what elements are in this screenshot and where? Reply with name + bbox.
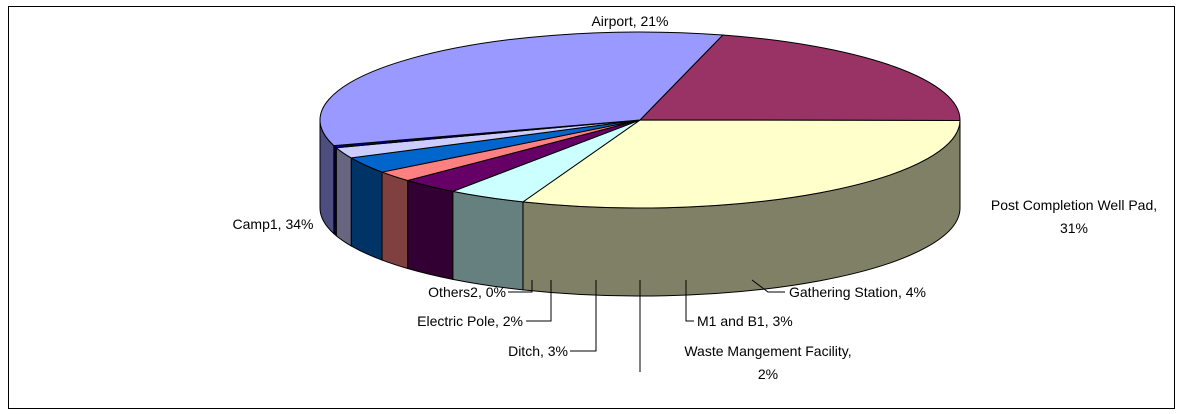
pie-side-waste-mangement-facility xyxy=(381,171,409,270)
data-label-airport: Airport, 21% xyxy=(591,13,668,29)
data-label-waste-management: Waste Mangement Facility, xyxy=(684,343,851,359)
data-label-electric-pole: Electric Pole, 2% xyxy=(417,313,523,329)
data-labels: Airport, 21% Post Completion Well Pad, 3… xyxy=(233,13,1158,382)
leader-lines xyxy=(508,279,785,372)
pie-slice-camp1 xyxy=(319,31,724,147)
leader-line-electric-pole xyxy=(526,280,552,322)
data-label-post-completion-pct: 31% xyxy=(1060,220,1088,236)
data-label-others2: Others2, 0% xyxy=(428,284,506,300)
data-label-waste-management-pct: 2% xyxy=(758,366,778,382)
leader-line-ditch xyxy=(570,280,597,352)
data-label-ditch: Ditch, 3% xyxy=(508,343,568,359)
pie-sides xyxy=(319,119,961,297)
data-label-m1-b1: M1 and B1, 3% xyxy=(697,313,793,329)
pie-side-ditch xyxy=(350,157,383,261)
pie-tops xyxy=(319,31,961,209)
pie-side-gathering-station xyxy=(452,190,524,291)
pie-slice-airport xyxy=(638,34,961,121)
leader-line-m1-and-b1 xyxy=(685,280,694,322)
data-label-camp1: Camp1, 34% xyxy=(233,216,314,232)
pie-side-electric-pole xyxy=(335,146,352,247)
data-label-gathering-station: Gathering Station, 4% xyxy=(789,284,926,300)
pie-side-m1-and-b1 xyxy=(407,179,454,280)
data-label-post-completion: Post Completion Well Pad, xyxy=(991,197,1157,213)
leader-line-others2 xyxy=(508,280,533,293)
pie-slice-post-completion-well-pad xyxy=(521,119,961,209)
leader-line-gathering-station xyxy=(751,279,785,293)
